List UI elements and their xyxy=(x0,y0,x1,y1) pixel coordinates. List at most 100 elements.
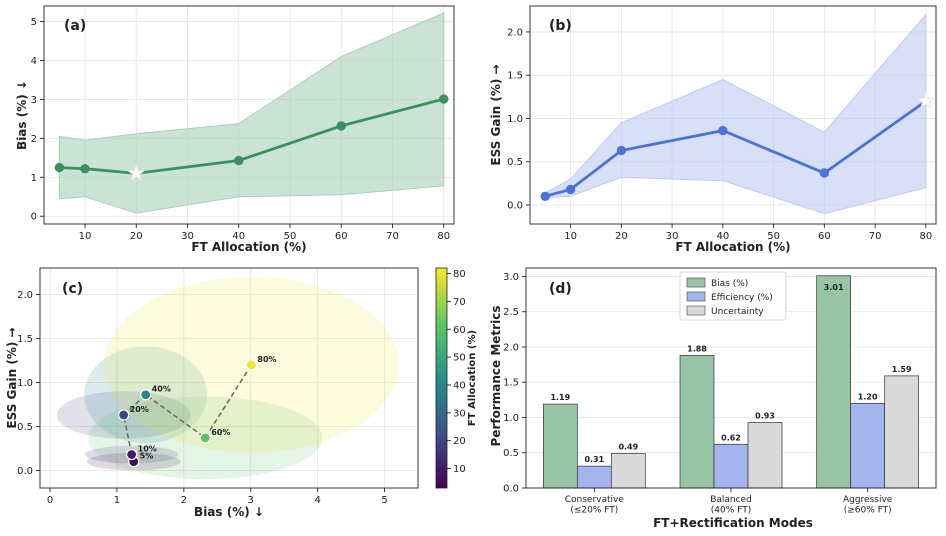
a-xtick-label: 70 xyxy=(386,231,399,242)
panel-a-best-star xyxy=(127,164,146,181)
d-category-label: Balanced xyxy=(710,495,752,505)
panel-c-point-10 xyxy=(126,448,138,461)
colorbar-tick-label: 70 xyxy=(453,297,466,308)
colorbar xyxy=(435,267,448,489)
c-xtick-label: 3 xyxy=(248,495,254,506)
c-xtick-label: 0 xyxy=(47,495,53,506)
panel-d-bar-value: 1.59 xyxy=(892,365,912,374)
panel-d-xlabel: FT+Rectification Modes xyxy=(653,516,813,530)
panel-c-point-label: 20% xyxy=(130,405,149,414)
legend-swatch-efficiency xyxy=(686,291,706,302)
d-ytick-label: 0.0 xyxy=(503,484,519,495)
a-data-point xyxy=(234,155,244,166)
panel-d-bar-value: 1.19 xyxy=(550,393,570,402)
a-ytick-label: 1 xyxy=(31,173,37,184)
d-ytick-label: 3.0 xyxy=(503,272,519,283)
panel-d-ylabel: Performance Metrics xyxy=(489,306,503,447)
a-xtick-label: 20 xyxy=(130,231,143,242)
b-data-point xyxy=(565,184,576,195)
panel-d-bar-value: 1.88 xyxy=(687,344,707,353)
b-xtick-label: 30 xyxy=(666,231,679,242)
c-xtick-label: 5 xyxy=(381,495,387,506)
d-ytick-label: 1.0 xyxy=(503,413,519,424)
panel-d-bar-0-0 xyxy=(542,403,578,489)
panel-c-point-label: 10% xyxy=(138,445,157,454)
panel-c-point-20 xyxy=(118,409,130,421)
panel-b-best-star xyxy=(916,91,935,109)
b-ytick-label: 0.5 xyxy=(507,157,523,168)
b-data-point xyxy=(819,168,830,178)
panel-d-bar-value: 1.20 xyxy=(858,392,878,401)
panel-a-xlabel: FT Allocation (%) xyxy=(191,240,306,254)
panel-c-point-label: 5% xyxy=(140,452,154,461)
panel-d-bar-value: 0.49 xyxy=(618,442,638,451)
panel-d-bar-value: 3.01 xyxy=(824,283,844,292)
a-data-point xyxy=(80,164,90,174)
panel-d-legend: Bias (%) Efficiency (%) Uncertainty xyxy=(679,271,787,321)
legend-label-bias: Bias (%) xyxy=(711,279,748,289)
panel-c-xlabel: Bias (%) ↓ xyxy=(194,505,264,519)
colorbar-tick-label: 20 xyxy=(453,436,466,447)
d-ytick-label: 2.5 xyxy=(503,307,519,318)
panel-c-point-60 xyxy=(199,432,211,444)
c-xtick-label: 1 xyxy=(114,495,120,506)
panel-c-point-80 xyxy=(245,359,258,371)
panel-a-bias-vs-ft: 10 20 30 40 50 60 70 80 0 1 2 3 4 5 (a) FT Allocatio… xyxy=(15,5,455,254)
panel-b-ess-vs-ft: 10 20 30 40 50 60 70 80 0.0 0.5 1.0 1.5 2.0 (b) FT … xyxy=(489,5,937,254)
b-data-point xyxy=(540,191,550,202)
legend-swatch-bias xyxy=(686,277,706,288)
panel-c-frame xyxy=(39,267,419,489)
a-xtick-label: 10 xyxy=(79,231,92,242)
b-xtick-label: 10 xyxy=(564,231,577,242)
c-ytick-label: 1.0 xyxy=(17,378,33,389)
a-ytick-label: 0 xyxy=(31,212,37,223)
panel-c-point-label: 40% xyxy=(152,385,171,394)
panel-a-uncertainty-band xyxy=(58,12,445,214)
panel-d-bar-value: 0.62 xyxy=(721,433,741,442)
panel-a-ylabel: Bias (%) ↓ xyxy=(15,80,29,150)
panel-d-bar-2-0 xyxy=(610,453,646,489)
a-ytick-label: 3 xyxy=(31,95,37,106)
panel-d-label: (d) xyxy=(549,281,572,297)
panel-d-bar-0-2 xyxy=(816,275,852,489)
colorbar-tick-label: 30 xyxy=(453,408,466,419)
a-ytick-label: 4 xyxy=(31,56,37,67)
d-category-label: Conservative xyxy=(565,495,625,505)
panel-c-tradeoff-scatter: 5%10% 20% 40% 60% 80% 0 1 2 3 4 5 0.0 0.5 1.0 1.5 2.0… xyxy=(5,267,478,519)
panel-d-bar-1-1 xyxy=(713,443,749,489)
b-xtick-label: 60 xyxy=(818,231,831,242)
panel-d-bar-0-1 xyxy=(679,355,715,489)
b-xtick-label: 80 xyxy=(919,231,932,242)
legend-swatch-uncertainty xyxy=(686,305,706,316)
panel-d-bar-value: 0.93 xyxy=(755,411,775,420)
a-data-point xyxy=(439,94,449,104)
colorbar-tick-label: 10 xyxy=(453,464,466,475)
panel-b-xlabel: FT Allocation (%) xyxy=(675,240,790,254)
panel-d-bar-1-0 xyxy=(576,465,612,489)
d-ytick-label: 0.5 xyxy=(503,448,519,459)
b-data-point xyxy=(616,145,627,156)
d-category-label: Aggressive xyxy=(843,495,893,505)
colorbar-tick-label: 80 xyxy=(453,269,466,280)
a-xtick-label: 40 xyxy=(232,231,245,242)
colorbar-tick-label: 40 xyxy=(453,380,466,391)
panel-b-label: (b) xyxy=(549,18,572,34)
panel-d-mode-bars: 1.19 0.31 0.49 1.88 0.62 0.93 3.01 1.20 1.59 Con… xyxy=(489,267,937,530)
panel-c-point-label: 60% xyxy=(211,428,230,437)
c-xtick-label: 4 xyxy=(314,495,320,506)
b-ytick-label: 1.0 xyxy=(507,114,523,125)
d-category-label: (40% FT) xyxy=(711,506,751,516)
d-ytick-label: 2.0 xyxy=(503,342,519,353)
a-xtick-label: 60 xyxy=(335,231,348,242)
d-category-label: (≥60% FT) xyxy=(844,506,892,516)
b-xtick-label: 40 xyxy=(716,231,729,242)
legend-label-uncertainty: Uncertainty xyxy=(711,307,764,317)
b-ytick-label: 1.5 xyxy=(507,71,523,82)
legend-label-efficiency: Efficiency (%) xyxy=(711,293,773,303)
a-ytick-label: 5 xyxy=(31,17,37,28)
b-xtick-label: 20 xyxy=(615,231,628,242)
b-ytick-label: 2.0 xyxy=(507,27,523,38)
panel-c-ylabel: ESS Gain (%) → xyxy=(5,327,19,428)
c-xtick-label: 2 xyxy=(181,495,187,506)
